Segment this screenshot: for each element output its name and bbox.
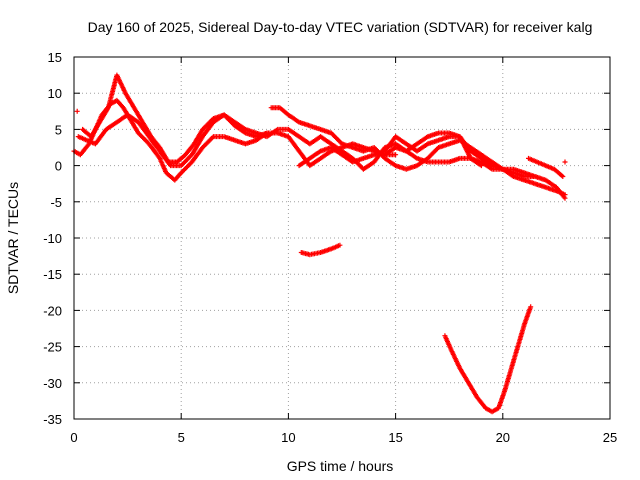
data-point (337, 242, 343, 248)
data-point (393, 152, 399, 158)
grid-lines (74, 57, 610, 419)
series-track-6 (382, 130, 538, 179)
x-tick-label: 15 (388, 430, 402, 445)
x-tick-label: 25 (603, 430, 617, 445)
series-track-5 (296, 134, 568, 201)
series-track-8 (298, 242, 343, 258)
series-isolated (74, 108, 568, 165)
y-axis-label: SDTVAR / TECUs (5, 182, 21, 294)
axis-ticks: 0 5 10 15 20 25 -35 -30 -25 -20 -15 -10 -5 0 5 10 15 (43, 50, 617, 445)
y-tick-label: -5 (50, 195, 62, 210)
chart-title: Day 160 of 2025, Sidereal Day-to-day VTE… (88, 19, 593, 35)
y-tick-label: -20 (43, 303, 62, 318)
y-tick-label: -35 (43, 412, 62, 427)
x-tick-label: 20 (496, 430, 510, 445)
data-point (74, 108, 80, 114)
series-track-7 (526, 155, 566, 179)
y-tick-label: 5 (55, 122, 62, 137)
y-tick-label: 15 (48, 50, 62, 65)
data-point (562, 195, 568, 201)
x-tick-label: 10 (281, 430, 295, 445)
data-point (532, 174, 538, 179)
y-tick-label: -30 (43, 376, 62, 391)
x-tick-label: 0 (70, 430, 77, 445)
x-axis-label: GPS time / hours (287, 458, 394, 474)
series-track-1 (71, 97, 399, 183)
data-point (528, 304, 534, 310)
y-tick-label: 10 (48, 86, 62, 101)
data-point (559, 173, 565, 179)
series-track-3 (80, 72, 270, 165)
series-track-9 (442, 304, 534, 415)
y-tick-label: -15 (43, 267, 62, 282)
data-point (264, 130, 270, 136)
data-point (562, 159, 568, 165)
x-tick-label: 5 (178, 430, 185, 445)
y-tick-label: 0 (55, 159, 62, 174)
y-tick-label: -25 (43, 340, 62, 355)
data-series (71, 72, 568, 415)
y-tick-label: -10 (43, 231, 62, 246)
data-point (560, 174, 566, 179)
